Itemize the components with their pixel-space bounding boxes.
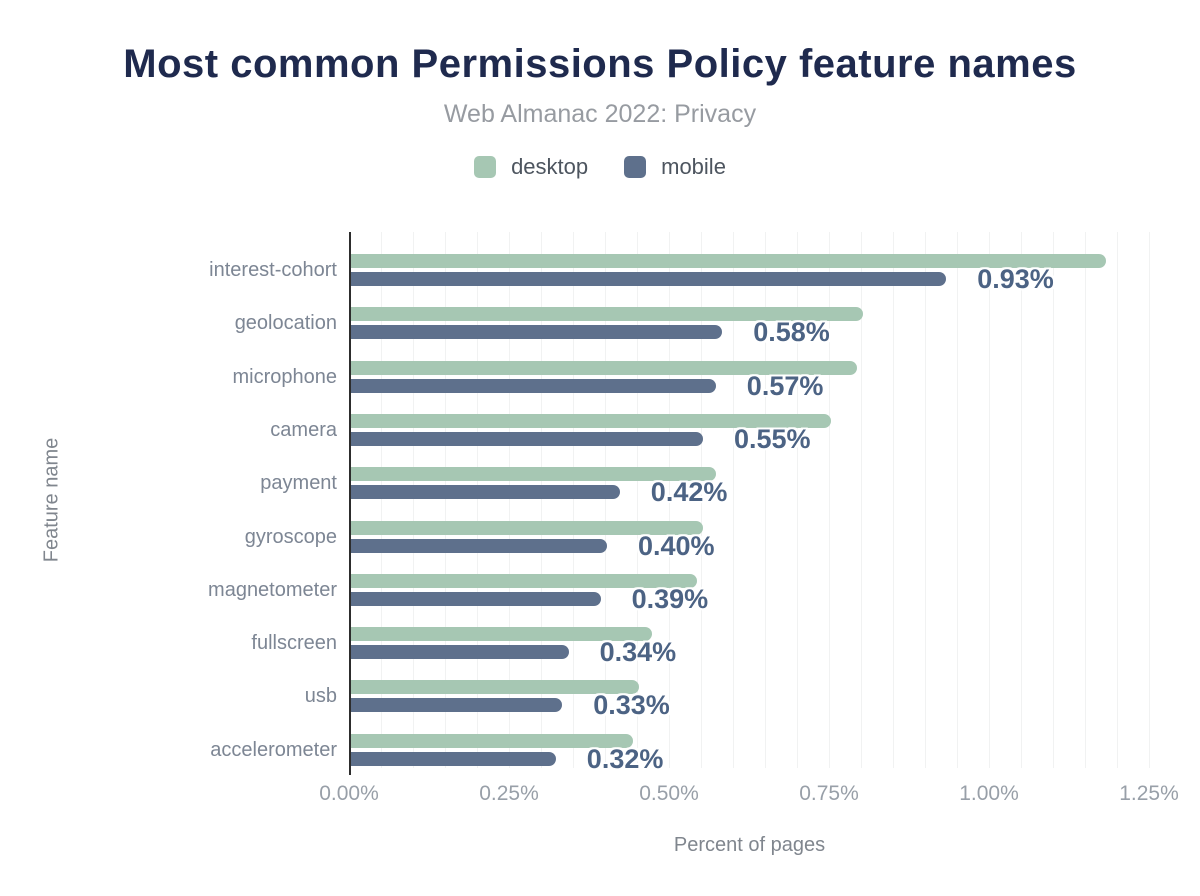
mobile-bar-fullscreen[interactable] xyxy=(351,645,569,660)
gridline xyxy=(605,232,606,768)
x-axis-tick-labels: 0.00% 0.25% 0.50% 0.75% 1.00% 1.25% xyxy=(319,782,1179,808)
gridline xyxy=(765,232,766,768)
value-label-fullscreen: 0.34% xyxy=(599,637,677,668)
value-label-accelerometer: 0.32% xyxy=(586,743,664,774)
gridline xyxy=(1021,232,1022,768)
category-label-usb: usb xyxy=(304,685,337,708)
gridline xyxy=(733,232,734,768)
chart-title: Most common Permissions Policy feature n… xyxy=(123,42,1077,86)
plot-area: interest-cohort 0.93% geolocation 0.58% micr… xyxy=(208,232,1150,775)
mobile-bar-magnetometer[interactable] xyxy=(351,591,601,606)
gridline xyxy=(1053,232,1054,768)
gridline xyxy=(701,232,702,768)
category-label-magnetometer: magnetometer xyxy=(208,578,337,601)
desktop-bar-interest-cohort[interactable] xyxy=(351,254,1107,268)
mobile-bar-microphone[interactable] xyxy=(351,378,716,393)
value-label-magnetometer: 0.39% xyxy=(631,583,709,614)
gridline xyxy=(445,232,446,768)
x-tick-label-0.50%: 0.50% xyxy=(639,782,699,805)
desktop-bar-microphone[interactable] xyxy=(351,360,857,375)
gridline xyxy=(637,232,638,768)
value-label-interest-cohort: 0.93% xyxy=(977,264,1054,294)
value-label-gyroscope: 0.40% xyxy=(638,530,715,561)
desktop-bar-accelerometer[interactable] xyxy=(351,733,633,748)
x-tick-label-0.25%: 0.25% xyxy=(479,782,539,805)
mobile-bar-gyroscope[interactable] xyxy=(351,538,607,553)
category-label-accelerometer: accelerometer xyxy=(210,738,337,761)
x-tick-label-0.75%: 0.75% xyxy=(799,782,859,805)
category-label-interest-cohort: interest-cohort xyxy=(209,259,337,281)
value-label-payment: 0.42% xyxy=(650,477,728,508)
value-label-camera: 0.55% xyxy=(734,423,811,454)
gridline xyxy=(1085,232,1086,768)
legend: desktop mobile xyxy=(0,154,1200,180)
category-label-gyroscope: gyroscope xyxy=(244,525,337,548)
gridline xyxy=(477,232,478,768)
gridline xyxy=(989,232,990,768)
mobile-bar-camera[interactable] xyxy=(351,431,703,446)
mobile-bar-interest-cohort[interactable] xyxy=(351,272,947,286)
gridline xyxy=(797,232,798,768)
mobile-bar-accelerometer[interactable] xyxy=(351,751,556,766)
legend-swatch-desktop xyxy=(474,156,497,178)
category-label-geolocation: geolocation xyxy=(234,312,337,335)
mobile-bar-usb[interactable] xyxy=(351,698,563,713)
gridline xyxy=(957,232,958,768)
gridline xyxy=(573,232,574,768)
value-label-usb: 0.33% xyxy=(593,690,670,721)
legend-item-mobile[interactable]: mobile xyxy=(624,154,726,180)
gridline xyxy=(829,232,830,768)
chart-subtitle: Web Almanac 2022: Privacy xyxy=(443,100,757,128)
legend-swatch-mobile xyxy=(624,156,647,178)
desktop-bar-payment[interactable] xyxy=(351,467,716,482)
desktop-bar-gyroscope[interactable] xyxy=(351,520,703,535)
gridline xyxy=(381,232,382,768)
mobile-bar-geolocation[interactable] xyxy=(351,325,723,340)
gridline xyxy=(669,232,670,768)
category-label-payment: payment xyxy=(260,472,337,495)
category-label-camera: camera xyxy=(270,418,337,441)
category-label-fullscreen: fullscreen xyxy=(251,632,337,655)
x-tick-label-1.00%: 1.00% xyxy=(959,782,1019,805)
gridline xyxy=(1149,232,1150,768)
gridline xyxy=(893,232,894,768)
category-label-microphone: microphone xyxy=(232,365,337,388)
value-label-geolocation: 0.58% xyxy=(753,317,830,348)
mobile-bar-payment[interactable] xyxy=(351,485,620,500)
desktop-bar-geolocation[interactable] xyxy=(351,307,863,322)
desktop-bar-fullscreen[interactable] xyxy=(351,627,652,642)
desktop-bar-magnetometer[interactable] xyxy=(351,573,697,588)
x-axis-title: Percent of pages xyxy=(673,834,826,856)
legend-label-mobile: mobile xyxy=(661,154,726,179)
gridline xyxy=(509,232,510,768)
desktop-bar-usb[interactable] xyxy=(351,680,639,695)
gridline xyxy=(541,232,542,768)
legend-item-desktop[interactable]: desktop xyxy=(474,154,588,180)
gridline xyxy=(925,232,926,768)
legend-label-desktop: desktop xyxy=(511,154,589,179)
value-label-microphone: 0.57% xyxy=(746,370,824,401)
desktop-bar-camera[interactable] xyxy=(351,413,831,428)
gridline xyxy=(1117,232,1118,768)
x-tick-label-1.25%: 1.25% xyxy=(1119,782,1179,805)
y-axis-line xyxy=(349,232,351,775)
gridline xyxy=(861,232,862,768)
x-tick-label-0.00%: 0.00% xyxy=(319,782,379,805)
gridline xyxy=(413,232,414,768)
